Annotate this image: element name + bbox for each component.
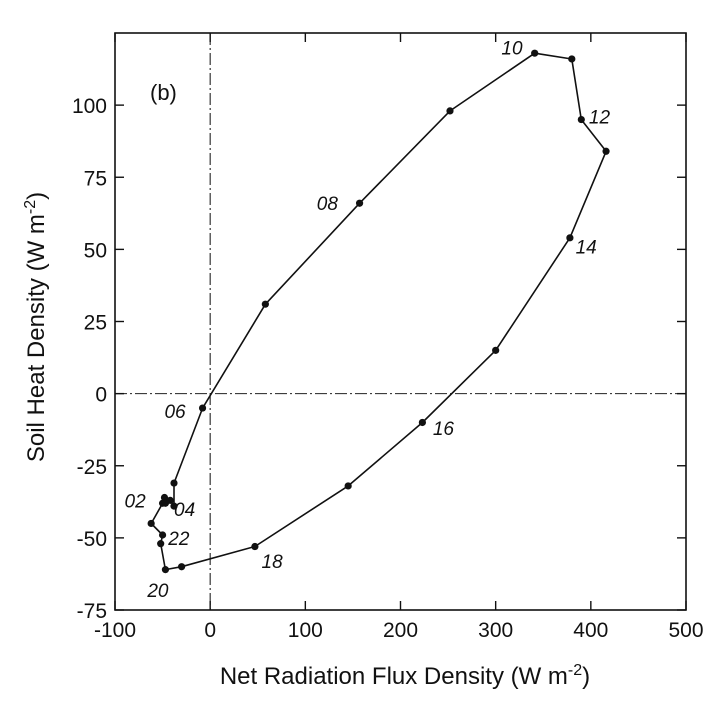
y-tick-labels: -75 -50 -25 0 25 50 75 100	[72, 95, 107, 623]
x-tick-label: 500	[668, 619, 703, 642]
y-tick-label: 25	[84, 312, 107, 335]
hour-label: 18	[262, 552, 284, 573]
hour-label: 02	[125, 491, 147, 512]
x-tick-label: 300	[478, 619, 513, 642]
hour-label: 06	[164, 402, 186, 423]
hour-label: 20	[146, 581, 169, 602]
y-tick-label: 0	[95, 384, 107, 407]
y-tick-label: 75	[84, 167, 107, 190]
data-point	[178, 563, 186, 571]
series-line	[150, 52, 607, 571]
y-tick-label: 50	[84, 239, 107, 262]
data-point	[492, 346, 500, 354]
y-axis-title-exponent: -2	[22, 200, 39, 214]
data-point	[158, 531, 167, 539]
x-tick-label: 0	[204, 619, 216, 642]
y-axis-title-close: )	[23, 192, 50, 200]
x-tick-label: -100	[94, 619, 136, 642]
data-point	[161, 566, 170, 574]
hour-label: 12	[589, 108, 611, 129]
data-point	[198, 404, 207, 412]
data-point	[251, 542, 259, 551]
x-axis-title-exponent: -2	[568, 662, 582, 679]
hour-labels: 02 04 06 08 10 12 14 16 18 20 22	[125, 38, 611, 601]
hour-label: 14	[576, 237, 597, 258]
x-tick-label: 100	[288, 619, 323, 642]
data-point	[157, 540, 165, 548]
data-point	[355, 199, 364, 207]
data-point	[166, 496, 174, 504]
y-tick-label: -75	[77, 600, 107, 623]
data-point	[170, 479, 178, 487]
panel-label: (b)	[150, 80, 177, 105]
data-point	[568, 55, 576, 63]
x-axis-title: Net Radiation Flux Density (W m-2)	[220, 662, 590, 690]
data-point	[170, 502, 178, 510]
x-tick-label: 200	[383, 619, 418, 642]
data-point	[577, 115, 585, 124]
data-point	[160, 493, 169, 502]
y-axis-title-main: Soil Heat Density (W m	[23, 214, 50, 462]
zero-reference-lines	[115, 33, 686, 610]
data-points	[147, 49, 610, 574]
hour-label: 04	[174, 500, 195, 521]
data-point	[344, 482, 352, 490]
axis-ticks	[114, 33, 687, 611]
data-point	[261, 300, 269, 308]
data-point	[531, 49, 539, 57]
hour-label: 08	[317, 194, 339, 215]
data-point	[602, 147, 610, 155]
data-point	[147, 519, 155, 528]
x-axis-title-close: )	[582, 663, 590, 690]
data-point	[418, 418, 426, 427]
x-tick-labels: -100 0 100 200 300 400 500	[94, 619, 704, 642]
hour-label: 10	[501, 38, 523, 59]
y-tick-label: 100	[72, 95, 107, 118]
data-point	[446, 107, 454, 115]
y-tick-label: -25	[77, 456, 107, 479]
data-point	[566, 234, 574, 242]
hour-label: 22	[167, 529, 190, 550]
hour-label: 16	[433, 419, 455, 440]
x-tick-label: 400	[573, 619, 608, 642]
y-tick-label: -50	[77, 528, 107, 551]
x-axis-title-main: Net Radiation Flux Density (W m	[220, 663, 568, 690]
y-axis-title: Soil Heat Density (W m-2)	[22, 192, 50, 462]
